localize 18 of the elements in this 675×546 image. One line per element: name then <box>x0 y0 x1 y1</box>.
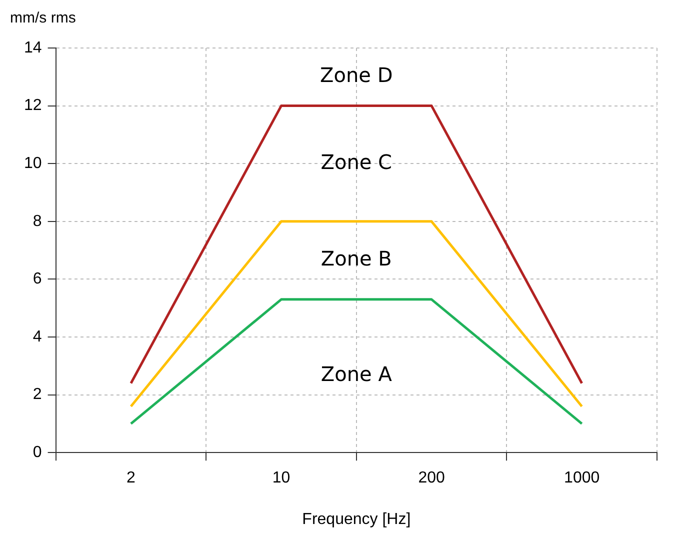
x-axis-title: Frequency [Hz] <box>302 510 411 528</box>
annotation: Zone A <box>320 362 392 386</box>
y-tick-label: 0 <box>32 444 42 462</box>
y-axis-title: mm/s rms <box>10 10 76 27</box>
annotation: Zone C <box>320 150 392 174</box>
annotation: Zone B <box>320 246 392 271</box>
y-tick-label: 8 <box>32 212 42 230</box>
y-tick-label: 10 <box>24 155 42 172</box>
y-tick-label: 14 <box>24 39 42 56</box>
y-tick-label: 2 <box>32 386 42 404</box>
x-tick-label: 10 <box>272 470 290 487</box>
y-tick-label: 6 <box>32 270 42 288</box>
x-tick-label: 2 <box>126 470 136 487</box>
y-tick-label: 4 <box>32 328 42 346</box>
x-tick-label: 1000 <box>564 470 600 487</box>
annotation: Zone D <box>320 63 393 88</box>
x-tick-label: 200 <box>418 470 445 487</box>
y-tick-label: 12 <box>24 97 42 114</box>
